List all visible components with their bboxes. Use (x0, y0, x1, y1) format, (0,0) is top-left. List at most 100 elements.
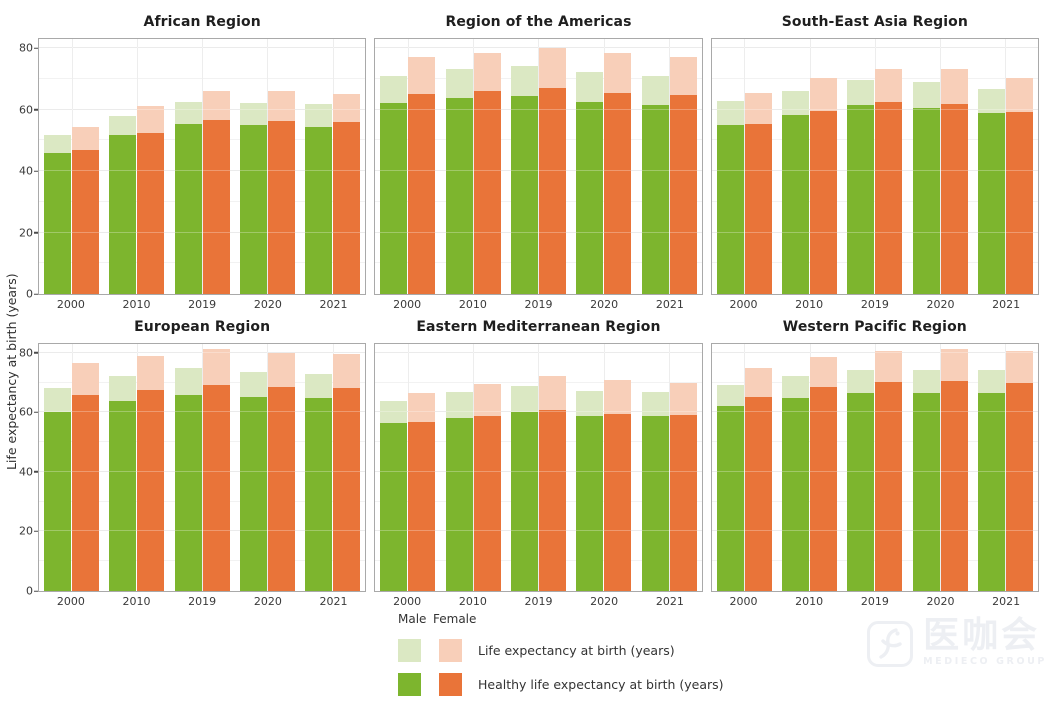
female-healthy-life-expectancy-bar (669, 415, 697, 591)
female-healthy-life-expectancy-bar (604, 413, 632, 591)
male-life-expectancy-bar (380, 401, 408, 591)
y-tick-mark (34, 231, 38, 234)
x-tick-label: 2019 (860, 595, 889, 608)
x-tick-label: 2000 (56, 298, 85, 311)
female-healthy-life-expectancy-bar (875, 382, 903, 591)
female-healthy-life-expectancy-bar (267, 121, 295, 294)
facet-title: Western Pacific Region (782, 319, 967, 335)
y-tick-label: 40 (19, 164, 33, 178)
x-tick-label: 2021 (992, 298, 1021, 311)
plot-panel (374, 343, 703, 592)
female-life-expectancy-bar (604, 53, 632, 294)
male-life-expectancy-bar (977, 89, 1005, 294)
year-group-2000 (712, 39, 777, 294)
male-healthy-life-expectancy-bar (510, 411, 538, 591)
x-tick-label: 2010 (795, 298, 824, 311)
female-healthy-life-expectancy-bar (72, 395, 100, 591)
female-life-expectancy-bar (538, 48, 566, 294)
male-life-expectancy-bar (239, 102, 267, 294)
y-tick-mark (34, 47, 38, 49)
female-life-expectancy-bar (473, 383, 501, 591)
legend-swatch-male (398, 639, 421, 662)
overlay-gridline (39, 470, 366, 472)
x-tick-label: 2000 (729, 595, 758, 608)
female-life-expectancy-bar (1005, 77, 1033, 294)
x-tick-label: 2019 (188, 595, 217, 608)
facet-western-pacific-region: Western Pacific Region 2000 2010 2019 2020 20… (710, 317, 1039, 614)
male-healthy-life-expectancy-bar (977, 113, 1005, 294)
overlay-gridline (375, 170, 702, 172)
overlay-gridline (39, 411, 366, 413)
female-life-expectancy-bar (810, 78, 838, 294)
male-life-expectancy-bar (977, 370, 1005, 591)
overlay-gridline (39, 231, 366, 233)
x-tick-label: 2021 (655, 595, 684, 608)
male-healthy-life-expectancy-bar (716, 406, 744, 591)
male-healthy-life-expectancy-bar (576, 415, 604, 591)
legend-row-healthy-life-expectancy: Healthy life expectancy at birth (years) (398, 673, 724, 696)
female-life-expectancy-bar (72, 126, 100, 294)
male-life-expectancy-bar (576, 391, 604, 591)
x-tick-label: 2019 (860, 298, 889, 311)
female-life-expectancy-bar (137, 355, 165, 591)
year-group-2020 (235, 39, 300, 294)
male-healthy-life-expectancy-bar (641, 104, 669, 294)
overlay-gridline (375, 351, 702, 353)
y-tick-label: 60 (19, 103, 33, 117)
overlay-gridline (375, 231, 702, 233)
facet-title: European Region (134, 319, 271, 335)
overlay-gridline (711, 47, 1038, 49)
x-tick-label: 2020 (590, 595, 619, 608)
female-healthy-life-expectancy-bar (333, 121, 361, 294)
bar-groups (39, 344, 365, 591)
legend-swatch-male (398, 673, 421, 696)
female-healthy-life-expectancy-bar (810, 110, 838, 294)
female-life-expectancy-bar (1005, 350, 1033, 591)
x-tick-label: 2020 (253, 595, 282, 608)
male-life-expectancy-bar (44, 388, 72, 591)
female-life-expectancy-bar (669, 382, 697, 591)
watermark-chinese-name: 医咖会 (923, 615, 1041, 656)
year-group-2019 (506, 344, 571, 591)
year-group-2020 (235, 344, 300, 591)
x-tick-label: 2010 (795, 595, 824, 608)
overlay-gridline (711, 231, 1038, 233)
male-healthy-life-expectancy-bar (641, 416, 669, 591)
overlay-gridline (39, 170, 366, 172)
male-life-expectancy-bar (912, 82, 940, 294)
female-healthy-life-expectancy-bar (408, 421, 436, 591)
facet-region-of-the-americas: Region of the Americas 2000 2010 2019 2020 20… (374, 0, 703, 317)
female-healthy-life-expectancy-bar (940, 103, 968, 294)
male-healthy-life-expectancy-bar (847, 392, 875, 591)
male-life-expectancy-bar (109, 375, 137, 591)
year-group-2020 (907, 39, 972, 294)
facet-grid: African Region 0 20 40 60 80 2000 2010 2019 2020 2… (19, 0, 1051, 614)
overlay-gridline (375, 47, 702, 49)
male-healthy-life-expectancy-bar (576, 101, 604, 294)
female-life-expectancy-bar (202, 349, 230, 591)
year-group-2000 (712, 344, 777, 591)
male-life-expectancy-bar (239, 372, 267, 591)
male-healthy-life-expectancy-bar (109, 135, 137, 294)
facet-title: Eastern Mediterranean Region (416, 319, 661, 335)
y-tick-mark (34, 108, 38, 111)
watermark-english-name: MEDIECO GROUP (923, 656, 1047, 667)
y-tick-label: 0 (26, 287, 33, 301)
x-axis-labels: 2000 2010 2019 2020 2021 (374, 298, 702, 317)
female-healthy-life-expectancy-bar (875, 102, 903, 294)
female-healthy-life-expectancy-bar (669, 94, 697, 294)
legend-label: Life expectancy at birth (years) (478, 643, 675, 658)
year-group-2021 (636, 344, 701, 591)
female-life-expectancy-bar (744, 92, 772, 294)
female-healthy-life-expectancy-bar (604, 92, 632, 294)
male-healthy-life-expectancy-bar (305, 126, 333, 294)
y-tick-label: 80 (19, 41, 33, 55)
female-life-expectancy-bar (408, 392, 436, 591)
female-healthy-life-expectancy-bar (267, 386, 295, 591)
y-tick-mark (34, 170, 38, 172)
year-group-2000 (39, 39, 104, 294)
legend-label: Healthy life expectancy at birth (years) (478, 677, 724, 692)
male-life-expectancy-bar (576, 72, 604, 294)
y-tick-label: 60 (19, 405, 33, 419)
